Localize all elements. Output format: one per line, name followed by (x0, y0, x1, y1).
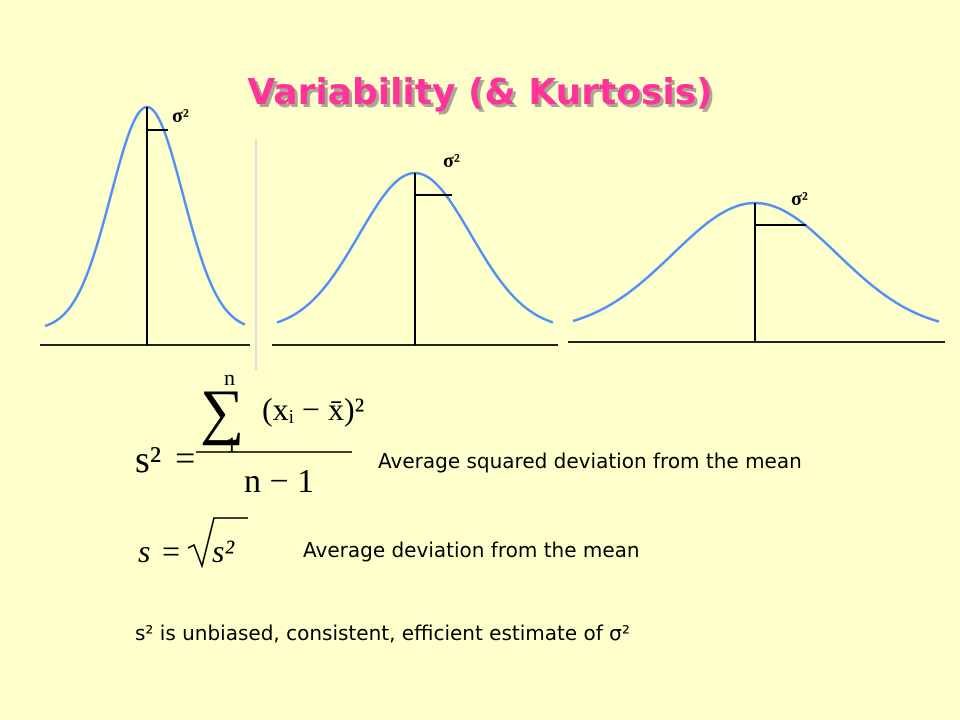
radical (187, 517, 248, 569)
sum-lower: 1 (226, 432, 237, 457)
title-shadow: Variability (& Kurtosis) (250, 75, 715, 116)
footer-text: s² is unbiased, consistent, efficient es… (135, 621, 630, 645)
denominator: n − 1 (244, 463, 314, 500)
bell-curve (44, 105, 246, 328)
description: Average squared deviation from the mean (378, 449, 802, 473)
sum-upper: n (224, 365, 235, 390)
title: Variability (& Kurtosis) (247, 72, 712, 113)
variance-label: σ² (791, 188, 808, 210)
curves: σ² σ² σ² (40, 105, 945, 346)
formula-equals: = (162, 533, 180, 569)
formula-lhs: s (138, 533, 150, 569)
description: Average deviation from the mean (303, 538, 640, 562)
radicand: s² (212, 533, 235, 569)
formula-lhs: s² (135, 439, 161, 481)
variance-label: σ² (443, 150, 460, 172)
variance-label: σ² (172, 105, 189, 127)
numerator: (xᵢ − x̄)² (262, 391, 364, 427)
formula-equals: = (175, 438, 195, 478)
sum-symbol: ∑ (200, 378, 244, 446)
